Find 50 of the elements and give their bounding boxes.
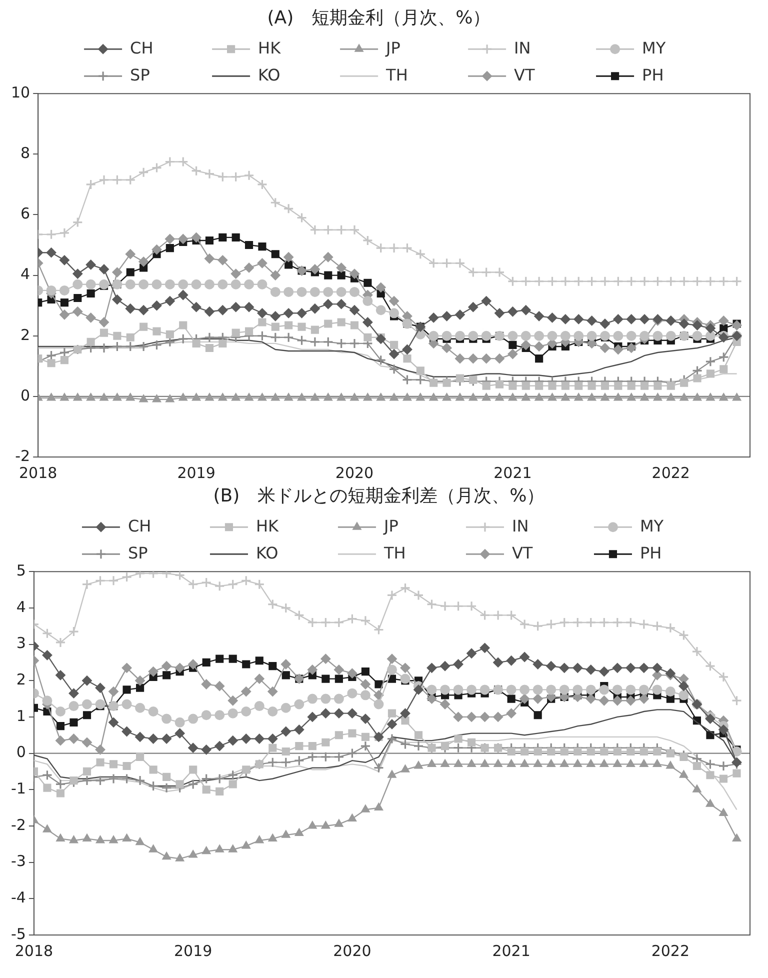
legend-label: PH — [640, 543, 662, 562]
y-tick-label: 0 — [20, 386, 30, 404]
y-tick-label: -2 — [10, 816, 26, 834]
legend-label: CH — [128, 516, 152, 536]
y-tick-label: -1 — [10, 780, 26, 798]
chart-title: (A) 短期金利（月次、%） — [267, 7, 491, 28]
x-tick-label: 2018 — [14, 942, 54, 960]
y-tick-label: -3 — [10, 852, 26, 870]
x-tick-label: 2022 — [652, 464, 690, 482]
legend-label: JP — [382, 516, 399, 536]
y-tick-label: 5 — [16, 561, 26, 580]
y-tick-label: -5 — [10, 924, 26, 943]
legend-label: KO — [256, 543, 278, 562]
y-tick-label: 4 — [16, 598, 26, 616]
x-tick-label: 2020 — [335, 464, 374, 482]
x-tick-label: 2018 — [18, 464, 58, 482]
y-tick-label: -2 — [15, 446, 30, 465]
legend-label: CH — [130, 38, 154, 58]
x-tick-label: 2020 — [333, 942, 372, 960]
legend-label: IN — [514, 38, 531, 58]
x-tick-label: 2021 — [492, 942, 530, 960]
legend-label: IN — [512, 516, 529, 536]
y-tick-label: 3 — [16, 634, 26, 652]
legend-label: PH — [642, 65, 664, 84]
x-tick-label: 2021 — [494, 464, 532, 482]
legend-label: VT — [514, 65, 535, 84]
y-tick-label: 6 — [20, 204, 30, 223]
legend-label: TH — [385, 65, 408, 84]
legend-label: KO — [258, 65, 280, 84]
y-tick-label: 8 — [20, 144, 30, 162]
legend-label: SP — [130, 65, 150, 84]
y-tick-label: 2 — [20, 326, 30, 344]
legend-label: SP — [128, 543, 148, 562]
legend-label: TH — [382, 543, 406, 562]
y-tick-label: 10 — [10, 83, 30, 102]
x-tick-label: 2022 — [651, 942, 690, 960]
x-tick-label: 2019 — [174, 942, 212, 960]
y-tick-label: 1 — [16, 706, 26, 725]
legend-label: HK — [258, 38, 282, 58]
y-tick-label: 2 — [16, 670, 26, 689]
legend-label: JP — [385, 38, 401, 58]
chart-title: (B) 米ドルとの短期金利差（月次、%） — [213, 485, 545, 506]
y-tick-label: 0 — [16, 743, 26, 762]
y-tick-label: 4 — [20, 265, 30, 284]
y-tick-label: -4 — [10, 888, 26, 907]
legend-label: MY — [640, 516, 664, 536]
legend-label: MY — [642, 38, 666, 58]
legend-label: HK — [256, 516, 280, 536]
legend-label: VT — [512, 543, 533, 562]
x-tick-label: 2019 — [177, 464, 216, 482]
